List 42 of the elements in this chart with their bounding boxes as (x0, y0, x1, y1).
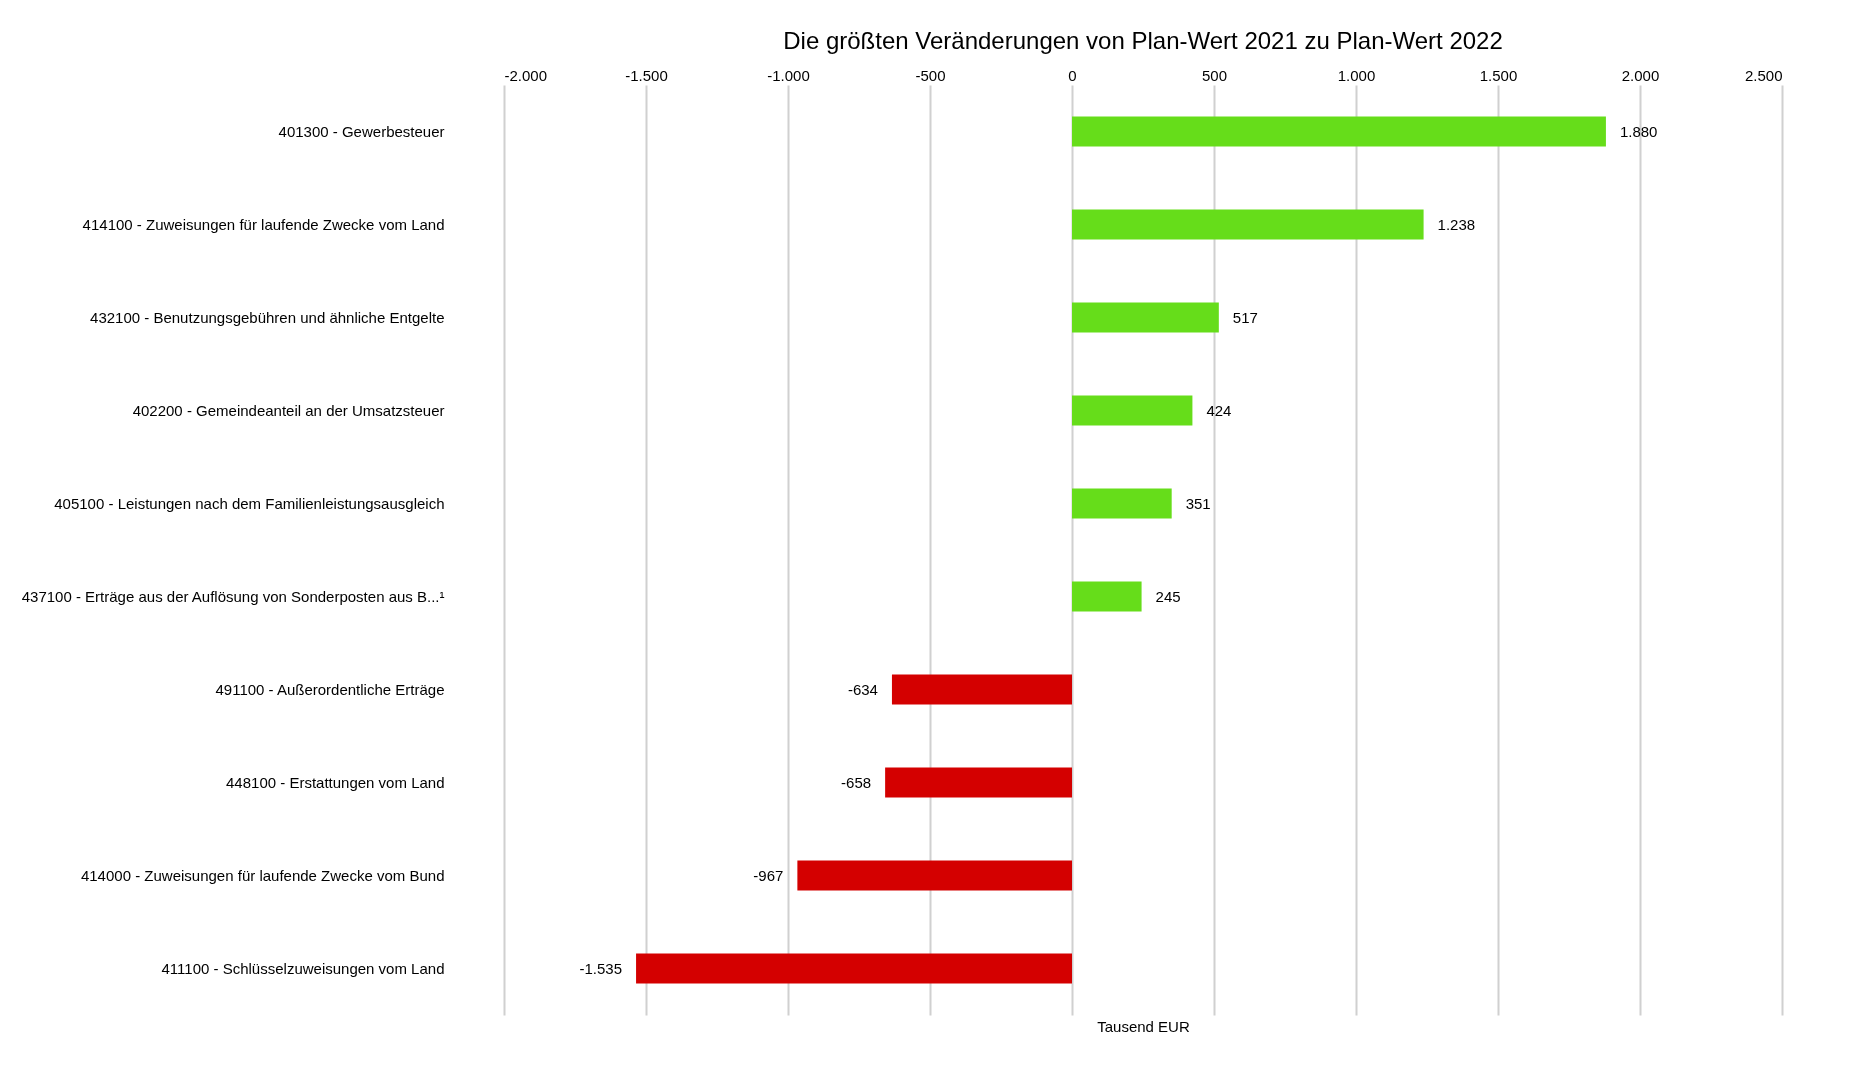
x-tick-label: 2.000 (1621, 66, 1660, 84)
x-tick-label: -2.000 (504, 66, 548, 84)
bar (1072, 395, 1193, 426)
data-label: 1.880 (1619, 122, 1658, 140)
y-tick-label: 401300 - Gewerbesteuer (278, 122, 445, 140)
x-tick-label: 1.000 (1337, 66, 1376, 84)
x-tick-label: -500 (915, 66, 946, 84)
data-label: 351 (1185, 494, 1211, 512)
x-tick-label: 500 (1201, 66, 1228, 84)
data-label: 245 (1155, 587, 1181, 605)
bar (885, 767, 1072, 798)
y-tick-label: 432100 - Benutzungsgebühren und ähnliche Entgelte (90, 308, 445, 326)
x-tick-label: 2.500 (1744, 66, 1783, 84)
y-tick-label: 402200 - Gemeindeanteil an der Umsatzsteuer (132, 401, 445, 419)
bar (1072, 116, 1606, 147)
data-label: 1.238 (1437, 215, 1476, 233)
data-label: 424 (1206, 401, 1232, 419)
y-tick-label: 437100 - Erträge aus der Auflösung von Sonderposten aus B...¹ (21, 587, 445, 605)
bar (636, 953, 1072, 984)
bar (891, 674, 1072, 705)
y-tick-label: 411100 - Schlüsselzuweisungen vom Land (161, 959, 445, 977)
y-tick-label: 414000 - Zuweisungen für laufende Zwecke vom Bund (80, 866, 445, 884)
bar (797, 860, 1072, 891)
x-tick-label: -1.500 (625, 66, 668, 84)
x-axis-title: Tausend EUR (1097, 1017, 1190, 1035)
bar (1072, 581, 1142, 612)
y-tick-label: 491100 - Außerordentliche Erträge (215, 680, 445, 698)
bar (1072, 488, 1172, 519)
x-tick-label: 0 (1068, 66, 1077, 84)
data-label: -658 (841, 773, 872, 791)
data-label: -967 (753, 866, 784, 884)
y-tick-label: 448100 - Erstattungen vom Land (226, 773, 445, 791)
data-label: -634 (847, 680, 878, 698)
data-label: -1.535 (579, 959, 623, 977)
y-tick-label: 405100 - Leistungen nach dem Familienleistungsausgleich (54, 494, 445, 512)
x-tick-label: 1.500 (1479, 66, 1518, 84)
bar (1072, 209, 1424, 240)
data-label: 517 (1232, 308, 1258, 326)
bar (1072, 302, 1219, 333)
chart-title: Die größten Veränderungen von Plan-Wert 2021 zu Plan-Wert 2022 (783, 27, 1503, 54)
y-tick-label: 414100 - Zuweisungen für laufende Zwecke vom Land (82, 215, 445, 233)
x-tick-label: -1.000 (767, 66, 810, 84)
